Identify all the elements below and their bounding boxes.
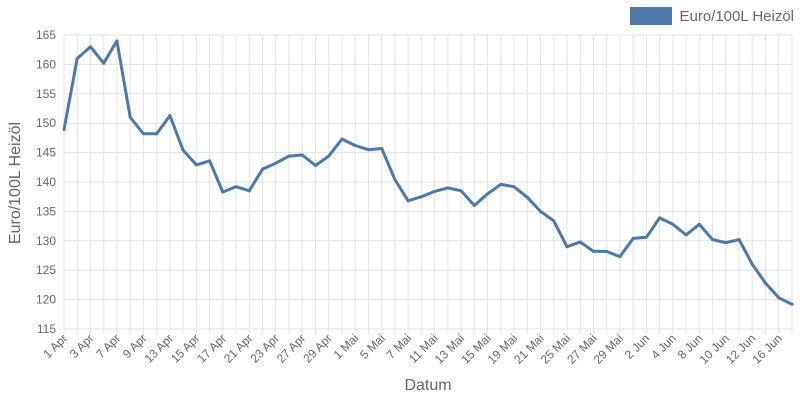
data-point <box>711 238 715 242</box>
data-point <box>62 128 66 132</box>
y-axis-label: Euro/100L Heizöl <box>7 122 24 244</box>
data-point <box>631 236 635 240</box>
data-point <box>353 144 357 148</box>
data-point <box>327 154 331 158</box>
legend-label: Euro/100L Heizöl <box>679 7 794 25</box>
data-point <box>459 189 463 193</box>
x-tick-label: 1 Mai <box>331 331 362 362</box>
grid <box>63 34 793 334</box>
x-tick-label: 7 Apr <box>93 331 123 361</box>
data-point <box>777 296 781 300</box>
data-point <box>578 240 582 244</box>
x-tick-label: 4 Jun <box>648 331 679 362</box>
data-point <box>565 245 569 249</box>
legend-swatch <box>630 7 673 25</box>
data-point <box>658 216 662 220</box>
data-point <box>618 255 622 259</box>
y-tick-label: 145 <box>36 146 56 160</box>
data-point <box>234 185 238 189</box>
data-point <box>684 233 688 237</box>
y-tick-label: 115 <box>37 322 56 336</box>
y-tick-label: 155 <box>36 87 56 101</box>
x-tick-label: 27 Apr <box>274 331 308 365</box>
data-point <box>88 45 92 49</box>
data-point <box>141 132 145 136</box>
data-point <box>115 39 119 43</box>
data-points <box>62 39 794 306</box>
data-point <box>539 209 543 213</box>
data-point <box>168 114 172 118</box>
y-tick-label: 165 <box>36 28 56 42</box>
data-point <box>790 302 794 306</box>
x-tick-label: 21 Apr <box>221 331 255 365</box>
data-point <box>274 161 278 165</box>
data-point <box>446 186 450 190</box>
data-point <box>486 192 490 196</box>
data-point <box>247 189 251 193</box>
data-point <box>75 57 79 61</box>
y-tick-label: 160 <box>36 57 56 71</box>
data-point <box>221 190 225 194</box>
x-tick-label: 15 Apr <box>168 331 202 365</box>
x-tick-label: 17 Apr <box>195 331 229 365</box>
data-point <box>750 262 754 266</box>
data-point <box>591 249 595 253</box>
y-tick-label: 130 <box>36 234 56 248</box>
y-tick-label: 140 <box>36 175 56 189</box>
data-point <box>697 222 701 226</box>
data-point <box>671 222 675 226</box>
data-point <box>380 146 384 150</box>
series-line-heizoel <box>62 39 793 306</box>
y-tick-label: 125 <box>36 263 56 277</box>
y-tick-labels: 115 120 125 130 135 140 145 150 155 160 165 <box>36 28 56 336</box>
data-point <box>764 281 768 285</box>
data-point <box>340 137 344 141</box>
x-axis-label: Datum <box>404 377 451 394</box>
data-point <box>419 195 423 199</box>
data-point <box>313 164 317 168</box>
x-tick-label: 29 Mai <box>591 331 626 366</box>
data-point <box>724 241 728 245</box>
data-point <box>644 235 648 239</box>
data-point <box>472 204 476 208</box>
x-tick-label: 29 Apr <box>300 331 334 365</box>
data-point <box>128 115 132 119</box>
y-tick-label: 120 <box>36 293 56 307</box>
data-point <box>499 182 503 186</box>
data-point <box>605 249 609 253</box>
x-tick-label: 23 Apr <box>247 331 281 365</box>
data-point <box>208 159 212 163</box>
y-tick-label: 150 <box>36 116 56 130</box>
data-point <box>194 163 198 167</box>
data-point <box>300 153 304 157</box>
legend[interactable]: Euro/100L Heizöl <box>630 7 794 25</box>
data-point <box>433 189 437 193</box>
data-point <box>261 167 265 171</box>
x-tick-label: 13 Apr <box>142 331 176 365</box>
data-point <box>393 178 397 182</box>
x-tick-label: 3 Apr <box>67 331 97 361</box>
data-point <box>366 148 370 152</box>
data-point <box>512 185 516 189</box>
data-point <box>406 199 410 203</box>
data-point <box>737 238 741 242</box>
data-point <box>525 195 529 199</box>
data-point <box>552 219 556 223</box>
y-tick-label: 135 <box>36 204 56 218</box>
x-tick-label: 2 Jun <box>622 331 653 362</box>
x-tick-label: 16 Jun <box>750 331 785 366</box>
data-point <box>102 61 106 65</box>
x-tick-label: 5 Mai <box>357 331 388 362</box>
data-point <box>155 132 159 136</box>
data-point <box>287 154 291 158</box>
data-point <box>181 148 185 152</box>
